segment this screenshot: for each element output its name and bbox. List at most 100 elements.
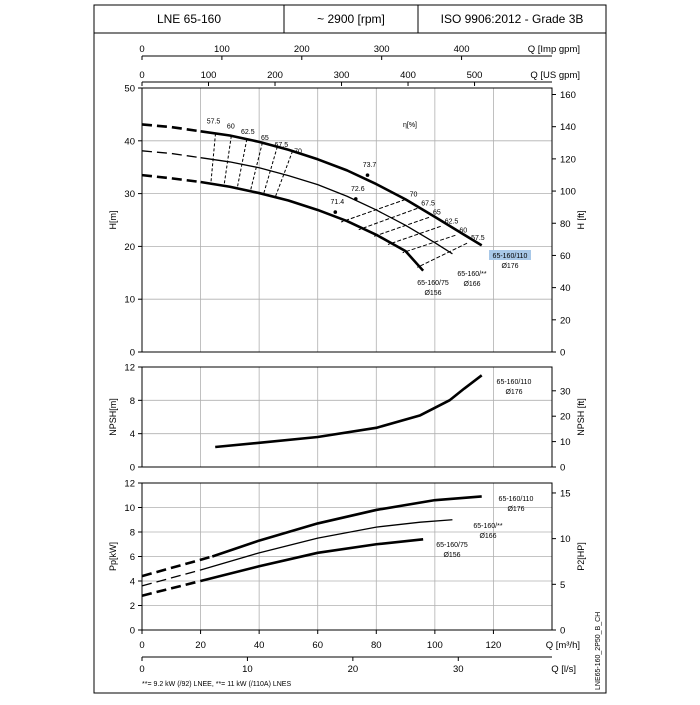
us-tick-label: 100 (201, 70, 217, 81)
eff-iso-right (402, 234, 456, 254)
y-tick-label: 0 (130, 626, 135, 637)
plot-frame (141, 366, 553, 468)
eff-iso-left (274, 150, 293, 198)
us-tick-label: 300 (334, 70, 350, 81)
y-right-axis-title: NPSH [ft] (576, 398, 586, 436)
npsh-chart: 0 4 8 12 0 10 20 30 NPSH[m] NPSH [ft] 65-160/110 Ø1… (108, 363, 586, 474)
y-right-tick-label: 100 (560, 187, 576, 198)
bep-marker (333, 210, 338, 214)
y-tick-label: 8 (130, 528, 135, 539)
x-axis-title: Q [m³/h] (546, 640, 580, 651)
power-curve-1 (200, 519, 453, 571)
efficiency-title: η[%] (403, 122, 417, 129)
y-tick-label: 40 (124, 136, 135, 147)
y-axis-title: H[m] (108, 211, 118, 230)
eff-label-left: 67.5 (274, 142, 288, 149)
highlight-box (489, 250, 531, 260)
y-right-tick-label: 5 (560, 580, 565, 591)
head-label-name-0: 65-160/110 (493, 253, 528, 260)
doc-code: LNE65-160_2P50_B_CH (595, 612, 602, 690)
ls-tick-label: 10 (242, 664, 253, 675)
x-tick-label: 40 (254, 640, 265, 651)
y-right-tick-label: 0 (560, 348, 565, 359)
eff-iso-right (358, 207, 418, 231)
head-curve-1-dashed (141, 150, 201, 159)
eff-iso-left (236, 139, 248, 189)
imp-tick-label: 300 (374, 44, 390, 55)
head-curve-0-dashed (141, 123, 201, 133)
y-right-tick-label: 140 (560, 122, 576, 133)
y-tick-label: 12 (124, 479, 135, 490)
y-tick-label: 30 (124, 189, 135, 200)
power-label-dia-2: Ø156 (443, 552, 460, 559)
power-curve-0 (211, 495, 482, 558)
npsh-curve-0 (215, 374, 483, 449)
y-tick-label: 8 (130, 396, 135, 407)
head-label-name-2: 65-160/75 (417, 280, 449, 287)
ls-tick-label: 30 (453, 664, 464, 675)
y-tick-label: 0 (130, 463, 135, 474)
y-right-tick-label: 0 (560, 626, 565, 637)
head-curve-2-dashed (141, 173, 201, 184)
power-curve-2 (200, 538, 424, 583)
eff-iso-right (340, 198, 406, 223)
eff-label-left: 57.5 (207, 118, 221, 125)
eff-iso-left (223, 135, 232, 186)
imp-axis-title: Q [Imp gpm] (528, 44, 580, 55)
power-label-name-1: 65-160/** (473, 523, 502, 530)
eff-iso-right (417, 242, 468, 268)
header-model: LNE 65-160 (157, 12, 221, 26)
y-tick-label: 10 (124, 295, 135, 306)
us-tick-label: 0 (139, 70, 144, 81)
y-tick-label: 4 (130, 429, 135, 440)
outer-frame (93, 4, 607, 694)
eff-label-left: 70 (294, 149, 302, 156)
y-right-tick-label: 0 (560, 463, 565, 474)
power-curve-0-dashed (141, 555, 213, 578)
eff-iso-left (210, 133, 217, 184)
y-tick-label: 4 (130, 577, 135, 588)
y-right-tick-label: 60 (560, 251, 571, 262)
y-tick-label: 12 (124, 363, 135, 374)
npsh-label-name: 65-160/110 (497, 379, 532, 386)
y-right-tick-label: 160 (560, 90, 576, 101)
us-tick-label: 200 (267, 70, 283, 81)
head-label-name-1: 65-160/** (457, 271, 486, 278)
x-tick-label: 100 (427, 640, 443, 651)
y-right-tick-label: 30 (560, 386, 571, 397)
y-tick-label: 2 (130, 601, 135, 612)
power-label-dia-1: Ø166 (479, 533, 496, 540)
bep-label: 73.7 (363, 162, 377, 169)
ls-axis-title: Q [l/s] (551, 664, 576, 675)
eff-iso-right (373, 216, 430, 238)
bep-marker (353, 197, 358, 201)
y-right-tick-label: 40 (560, 283, 571, 294)
imp-tick-label: 200 (294, 44, 310, 55)
y-right-tick-label: 80 (560, 219, 571, 230)
y-tick-label: 0 (130, 348, 135, 359)
eff-iso-right (387, 225, 441, 245)
y-right-tick-label: 10 (560, 534, 571, 545)
y-axis-title: NPSH[m] (108, 398, 118, 436)
y-tick-label: 10 (124, 503, 135, 514)
bep-label: 72.6 (351, 186, 365, 193)
eff-label-right: 60 (459, 227, 467, 234)
imp-tick-label: 100 (214, 44, 230, 55)
header-speed: ~ 2900 [rpm] (317, 12, 385, 26)
y-right-tick-label: 120 (560, 154, 576, 165)
head-label-dia-0: Ø176 (501, 263, 518, 270)
y-right-tick-label: 10 (560, 437, 571, 448)
eff-label-right: 62.5 (445, 218, 459, 225)
eff-label-right: 67.5 (421, 200, 435, 207)
plot-frame (141, 87, 553, 353)
head-label-dia-1: Ø166 (463, 281, 480, 288)
y-axis-title: Pp[kW] (108, 542, 118, 571)
eff-label-left: 62.5 (241, 129, 255, 136)
head-curve-1 (200, 157, 453, 255)
bep-marker (365, 173, 370, 177)
y-tick-label: 20 (124, 242, 135, 253)
us-tick-label: 400 (400, 70, 416, 81)
y-right-tick-label: 15 (560, 488, 571, 499)
